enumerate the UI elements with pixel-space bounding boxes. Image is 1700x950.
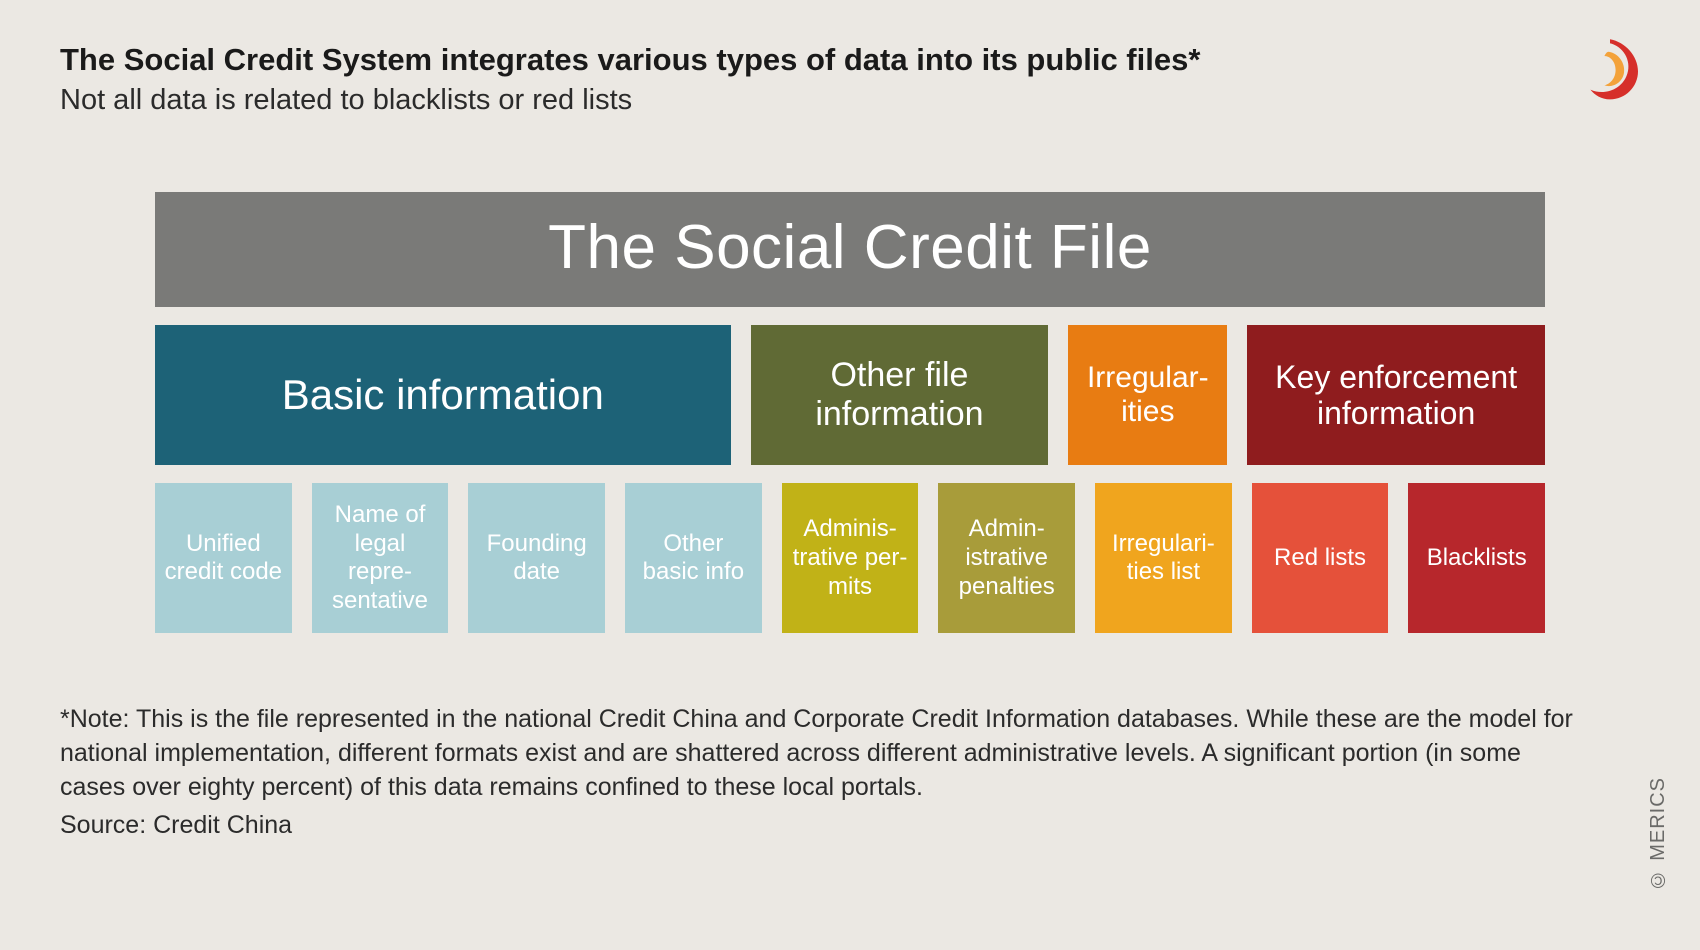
subitem-box-3: Other basic info (625, 483, 762, 633)
subitem-box-7: Red lists (1252, 483, 1389, 633)
category-box-2: Irregular- ities (1068, 325, 1227, 465)
subitem-box-0: Unified credit code (155, 483, 292, 633)
diagram-main-bar: The Social Credit File (155, 192, 1545, 307)
subitem-box-4: Adminis- trative per- mits (782, 483, 919, 633)
merics-logo-icon (1575, 35, 1645, 105)
subitem-row: Unified credit codeName of legal repre- … (155, 483, 1545, 633)
subitem-box-8: Blacklists (1408, 483, 1545, 633)
page-title: The Social Credit System integrates vari… (60, 40, 1640, 80)
logo-inner-swirl (1604, 52, 1624, 86)
category-box-1: Other file information (751, 325, 1049, 465)
header: The Social Credit System integrates vari… (60, 40, 1640, 117)
logo-outer-swirl (1590, 39, 1638, 99)
category-box-3: Key enforcement information (1247, 325, 1545, 465)
subitem-box-1: Name of legal repre- sentative (312, 483, 449, 633)
subitem-box-6: Irregulari- ties list (1095, 483, 1232, 633)
hierarchy-diagram: The Social Credit File Basic information… (155, 192, 1545, 633)
category-row: Basic informationOther file informationI… (155, 325, 1545, 465)
copyright-text: © MERICS (1647, 777, 1670, 890)
footnote-text: *Note: This is the file represented in t… (60, 703, 1580, 804)
category-box-0: Basic information (155, 325, 731, 465)
source-text: Source: Credit China (60, 811, 1640, 840)
subitem-box-2: Founding date (468, 483, 605, 633)
subitem-box-5: Admin- istrative penalties (938, 483, 1075, 633)
page-subtitle: Not all data is related to blacklists or… (60, 84, 1640, 117)
